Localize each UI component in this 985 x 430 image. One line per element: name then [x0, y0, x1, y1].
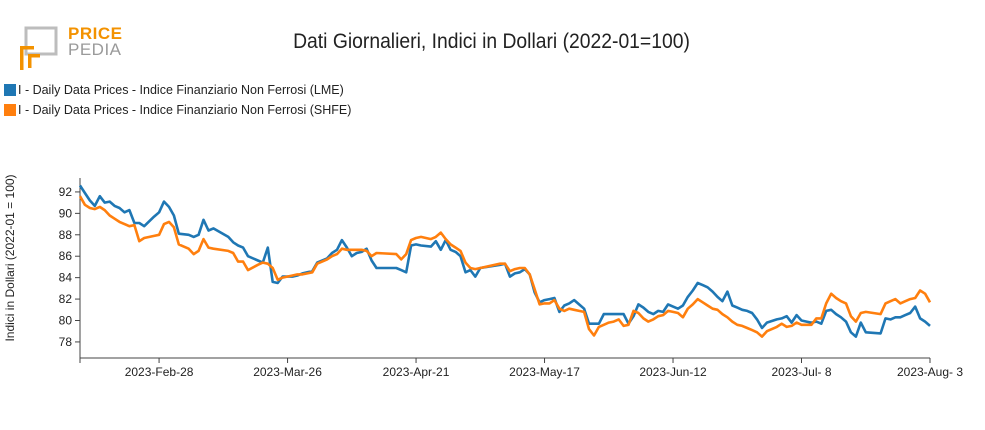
- legend-swatch-shfe: [4, 104, 16, 116]
- y-axis-title: Indici in Dollari (2022-01 = 100): [3, 174, 17, 341]
- x-tick-label: 2023-Jul- 8: [771, 365, 831, 379]
- series-line-shfe: [78, 195, 932, 338]
- y-axis: 78 80 82 84 86 88 90 92: [59, 178, 81, 358]
- legend-item-lme[interactable]: I - Daily Data Prices - Indice Finanziar…: [4, 80, 351, 100]
- pricepedia-logo: PRICE PEDIA: [18, 24, 128, 74]
- y-tick-label: 88: [59, 228, 73, 242]
- legend-label-shfe: I - Daily Data Prices - Indice Finanziar…: [18, 103, 352, 117]
- y-tick-label: 86: [59, 249, 73, 263]
- chart-title: Dati Giornalieri, Indici in Dollari (202…: [293, 30, 690, 53]
- y-tick-label: 90: [59, 206, 73, 220]
- x-tick-label: 2023-Mar-26: [253, 365, 322, 379]
- y-tick-label: 78: [59, 335, 73, 349]
- y-tick-label: 82: [59, 292, 73, 306]
- y-tick-label: 84: [59, 271, 73, 285]
- series-layer: [78, 184, 932, 338]
- legend-swatch-lme: [4, 84, 16, 96]
- legend-item-shfe[interactable]: I - Daily Data Prices - Indice Finanziar…: [4, 100, 351, 120]
- x-tick-label: 2023-Apr-21: [383, 365, 450, 379]
- legend-label-lme: I - Daily Data Prices - Indice Finanziar…: [18, 83, 344, 97]
- x-tick-label: 2023-Jun-12: [639, 365, 707, 379]
- x-tick-label: 2023-Aug- 3: [897, 365, 963, 379]
- y-tick-label: 80: [59, 314, 73, 328]
- chart-legend: I - Daily Data Prices - Indice Finanziar…: [4, 80, 351, 120]
- series-line-lme: [78, 184, 931, 338]
- x-tick-label: 2023-Feb-28: [125, 365, 194, 379]
- x-axis: 2023-Feb-28 2023-Mar-26 2023-Apr-21 2023-Ma…: [79, 357, 963, 379]
- logo-word-price: PRICE: [68, 24, 123, 43]
- logo-mark-icon: [20, 26, 58, 70]
- x-tick-label: 2023-May-17: [509, 365, 580, 379]
- y-tick-label: 92: [59, 185, 73, 199]
- logo-word-pedia: PEDIA: [68, 40, 122, 59]
